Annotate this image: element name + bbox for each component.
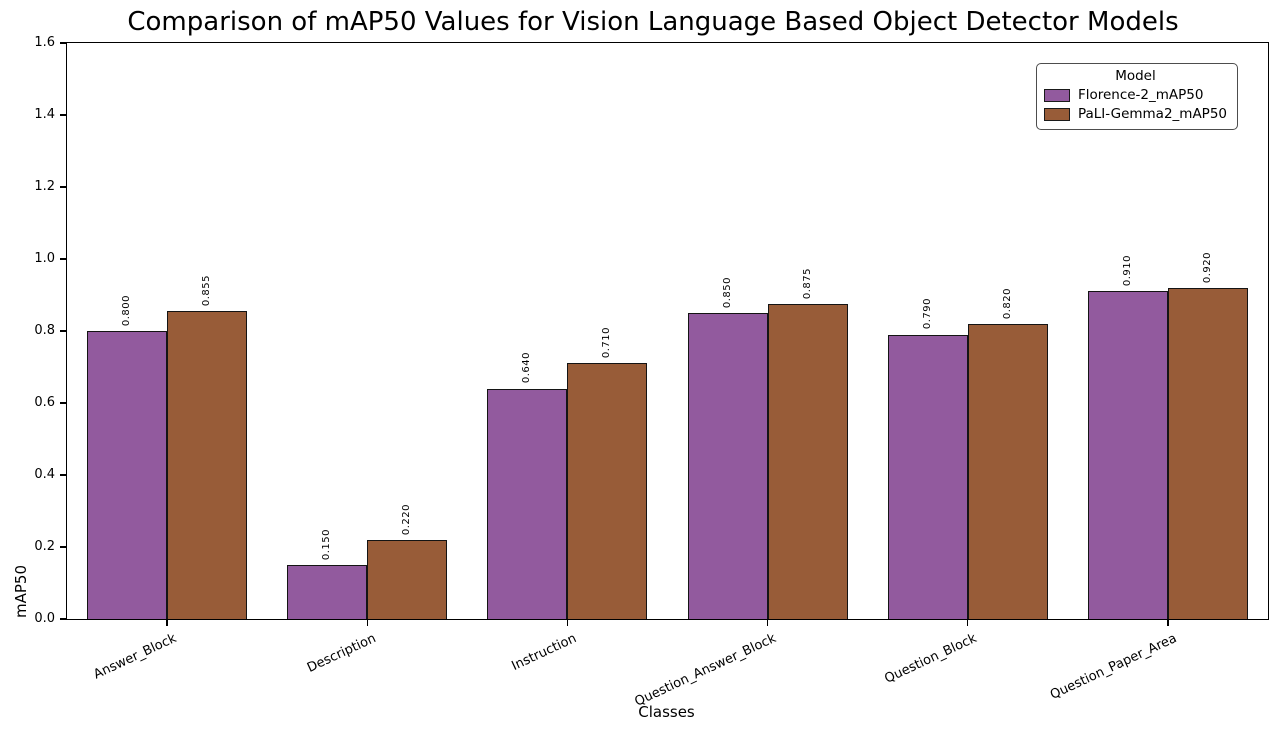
y-tick-label: 1.4 [34, 107, 55, 122]
bar-Florence-2_mAP50-Instruction [487, 388, 568, 619]
x-tick-label: Question_Answer_Block [632, 631, 779, 710]
y-tick-label: 1.6 [34, 35, 55, 50]
y-tick-label: 0.8 [34, 323, 55, 338]
x-tick-mark [166, 619, 168, 626]
bar-Florence-2_mAP50-Description [287, 565, 368, 619]
y-tick-mark [60, 546, 67, 548]
bar-PaLI-Gemma2_mAP50-Description [367, 539, 448, 619]
bar-value-label: 0.800 [121, 294, 133, 326]
legend-entry: PaLI-Gemma2_mAP50 [1043, 106, 1227, 122]
x-tick-mark [967, 619, 969, 626]
y-tick-mark [60, 402, 67, 404]
y-tick-mark [60, 618, 67, 620]
x-tick-mark [366, 619, 368, 626]
x-axis-title: Classes [638, 703, 695, 721]
legend-entry: Florence-2_mAP50 [1043, 87, 1227, 103]
legend-title: Model [1115, 68, 1156, 84]
y-tick-label: 0.2 [34, 539, 55, 554]
y-tick-label: 0.4 [34, 467, 55, 482]
y-tick-mark [60, 474, 67, 476]
bar-PaLI-Gemma2_mAP50-Answer_Block [167, 311, 248, 619]
bar-Florence-2_mAP50-Answer_Block [87, 331, 168, 619]
x-tick-mark [566, 619, 569, 626]
legend-swatch-Florence-2_mAP50 [1043, 88, 1070, 102]
legend-swatch-PaLI-Gemma2_mAP50 [1043, 107, 1070, 121]
bar-value-label: 0.875 [801, 267, 813, 299]
bar-Florence-2_mAP50-Question_Answer_Block [687, 313, 768, 619]
bar-PaLI-Gemma2_mAP50-Question_Answer_Block [767, 304, 848, 619]
x-tick-mark [766, 619, 769, 626]
y-tick-label: 1.0 [34, 251, 55, 266]
y-tick-mark [60, 42, 67, 44]
legend: Model Florence-2_mAP50 PaLI-Gemma2_mAP50 [1035, 63, 1238, 130]
bar-value-label: 0.640 [521, 352, 533, 384]
bar-value-label: 0.855 [201, 275, 213, 307]
bar-value-label: 0.220 [401, 503, 413, 535]
y-tick-mark [60, 186, 67, 188]
y-tick-label: 1.2 [34, 179, 55, 194]
bar-PaLI-Gemma2_mAP50-Question_Block [967, 323, 1048, 619]
bar-value-label: 0.910 [1121, 255, 1133, 287]
y-tick-mark [60, 330, 67, 332]
x-tick-label: Question_Block [882, 631, 980, 687]
bar-value-label: 0.150 [321, 528, 333, 560]
bar-value-label: 0.790 [921, 298, 933, 330]
bar-Florence-2_mAP50-Question_Paper_Area [1087, 291, 1168, 619]
legend-entry-label: PaLI-Gemma2_mAP50 [1077, 106, 1227, 122]
x-tick-label: Instruction [509, 631, 579, 674]
bar-PaLI-Gemma2_mAP50-Question_Paper_Area [1167, 287, 1248, 619]
y-tick-label: 0.6 [34, 395, 55, 410]
legend-entry-label: Florence-2_mAP50 [1077, 87, 1204, 103]
x-tick-label: Description [305, 631, 379, 676]
y-tick-mark [60, 258, 67, 260]
plot-area: Model Florence-2_mAP50 PaLI-Gemma2_mAP50 … [34, 35, 1269, 710]
bar-Florence-2_mAP50-Question_Block [887, 334, 968, 619]
bar-value-label: 0.850 [721, 276, 733, 308]
bar-PaLI-Gemma2_mAP50-Instruction [567, 363, 648, 619]
y-tick-label: 0.0 [34, 611, 55, 626]
bar-value-label: 0.710 [601, 327, 613, 359]
x-tick-label: Answer_Block [90, 631, 179, 683]
legend-entries: Florence-2_mAP50 PaLI-Gemma2_mAP50 [1043, 87, 1227, 122]
x-tick-mark [1167, 619, 1169, 626]
bar-value-label: 0.820 [1001, 287, 1013, 319]
bar-value-label: 0.920 [1201, 251, 1213, 283]
y-tick-mark [60, 114, 67, 116]
chart-title: Comparison of mAP50 Values for Vision La… [127, 7, 1179, 37]
x-tick-label: Question_Paper_Area [1047, 631, 1180, 703]
